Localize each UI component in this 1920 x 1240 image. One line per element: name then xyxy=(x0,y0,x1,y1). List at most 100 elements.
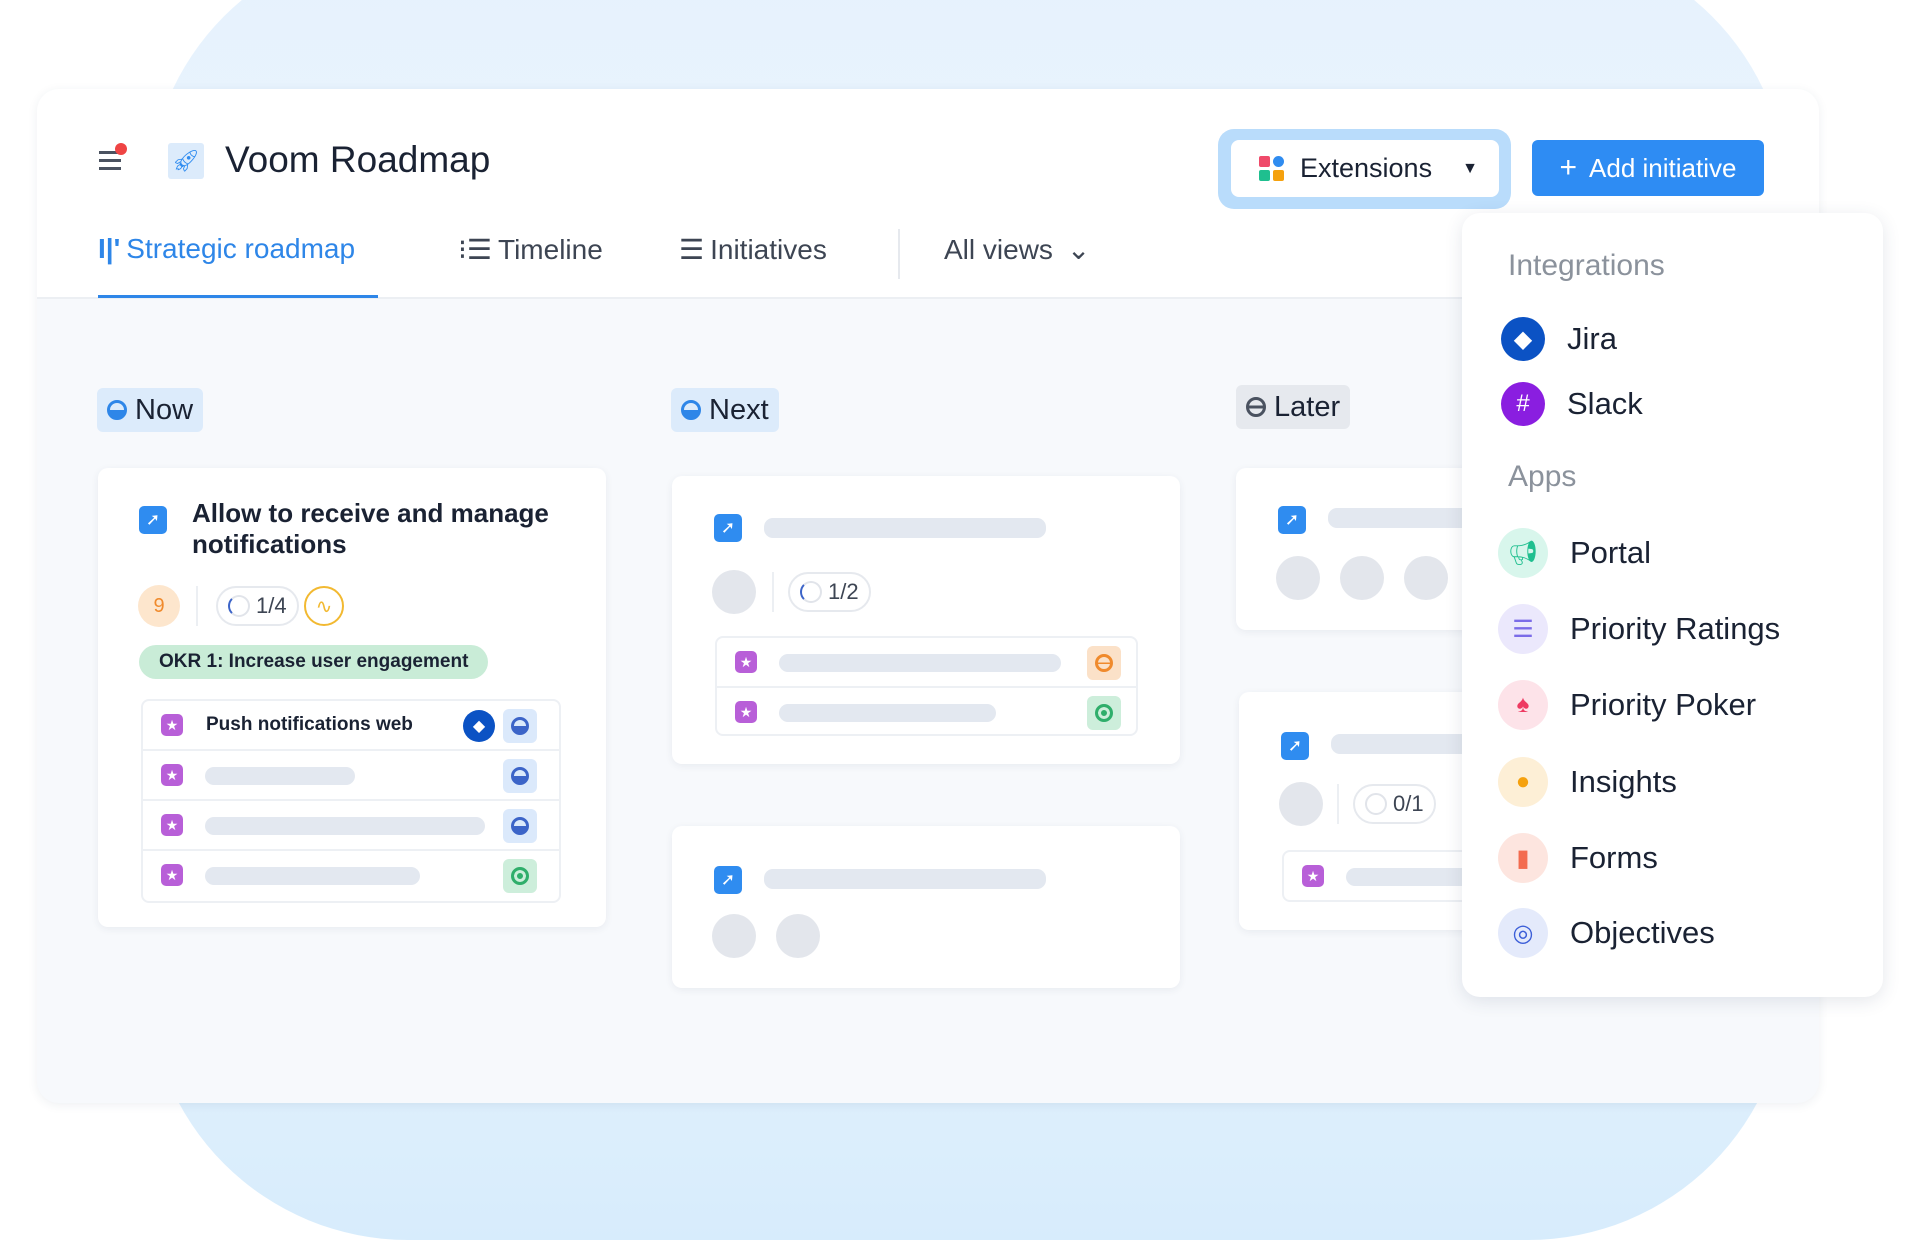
avatar-placeholder xyxy=(1279,782,1323,826)
list-item[interactable]: ★ xyxy=(717,638,1136,688)
status-icon xyxy=(681,400,701,420)
star-icon: ★ xyxy=(735,701,757,723)
rocket-icon: ➚ xyxy=(1278,506,1306,534)
page-title: Voom Roadmap xyxy=(225,139,491,180)
placeholder-bar xyxy=(764,518,1046,538)
caret-down-icon: ▼ xyxy=(1462,159,1478,177)
status-icon xyxy=(503,809,537,843)
health-pulse-icon: ∿ xyxy=(304,586,344,626)
star-icon: ★ xyxy=(161,814,183,836)
progress-ring-icon xyxy=(228,595,250,617)
menu-item-jira[interactable]: ◆ Jira xyxy=(1498,317,1617,361)
list-item[interactable]: ★ xyxy=(143,751,559,801)
menu-item-slack[interactable]: # Slack xyxy=(1498,382,1643,426)
tab-timeline[interactable]: ⁝☰ Timeline xyxy=(458,233,603,266)
timeline-icon: ⁝☰ xyxy=(458,234,493,265)
avatar-placeholder xyxy=(776,914,820,958)
placeholder-bar xyxy=(205,867,420,885)
avatar-placeholder xyxy=(1404,556,1448,600)
column-later-header: Later xyxy=(1236,385,1351,429)
initiative-card[interactable]: ➚ xyxy=(672,826,1180,988)
tab-initiatives[interactable]: ☰ Initiatives xyxy=(679,233,827,266)
extensions-icon xyxy=(1259,156,1284,181)
card-title: Allow to receive and manage notification… xyxy=(192,498,549,559)
list-item[interactable]: ★ Push notifications web ◆ xyxy=(143,701,559,751)
menu-item-priority-poker[interactable]: ♠ Priority Poker xyxy=(1498,680,1756,730)
menu-item-portal[interactable]: 📢︎ Portal xyxy=(1498,528,1651,578)
rocket-icon: ➚ xyxy=(714,866,742,894)
star-icon: ★ xyxy=(161,714,183,736)
status-icon xyxy=(1087,696,1121,730)
avatar-placeholder xyxy=(712,570,756,614)
placeholder-bar xyxy=(764,869,1046,889)
jira-icon: ◆ xyxy=(1501,317,1545,361)
progress-ring-icon xyxy=(1365,793,1387,815)
integrations-heading: Integrations xyxy=(1508,249,1665,282)
placeholder-bar xyxy=(205,817,485,835)
column-next-header: Next xyxy=(671,388,779,432)
score-badge: 9 xyxy=(138,585,180,627)
slack-icon: # xyxy=(1501,382,1545,426)
sub-items-list: ★ Push notifications web ◆ ★ ★ ★ xyxy=(141,699,561,903)
okr-badge[interactable]: OKR 1: Increase user engagement xyxy=(139,645,489,679)
roadmap-bars-icon: I|' xyxy=(98,233,121,264)
status-icon xyxy=(1087,646,1121,680)
star-icon: ★ xyxy=(1302,865,1324,887)
active-tab-underline xyxy=(98,295,378,298)
all-views-dropdown[interactable]: All views ⌄ xyxy=(944,233,1091,266)
status-icon xyxy=(503,859,537,893)
sub-items-list: ★ ★ xyxy=(715,636,1138,736)
placeholder-bar xyxy=(779,704,996,722)
apps-heading: Apps xyxy=(1508,460,1577,493)
add-initiative-button[interactable]: + Add initiative xyxy=(1532,140,1764,196)
progress-pill: 1/4 xyxy=(216,586,299,626)
sliders-icon: ☰ xyxy=(1498,604,1548,654)
menu-item-forms[interactable]: ▮ Forms xyxy=(1498,833,1658,883)
initiative-card[interactable]: ➚ 1/2 ★ ★ xyxy=(672,476,1180,764)
extensions-button[interactable]: Extensions ▼ xyxy=(1231,140,1499,197)
megaphone-icon: 📢︎ xyxy=(1498,528,1548,578)
initiative-card[interactable]: ➚ Allow to receive and manage notificati… xyxy=(98,468,606,927)
rocket-icon: ➚ xyxy=(714,514,742,542)
list-icon: ☰ xyxy=(679,234,705,265)
progress-pill: 1/2 xyxy=(788,572,871,612)
status-icon xyxy=(503,709,537,743)
tab-strategic-roadmap[interactable]: I|' Strategic roadmap xyxy=(98,233,356,264)
placeholder-bar xyxy=(205,767,355,785)
list-item[interactable]: ★ xyxy=(143,801,559,851)
rocket-icon: ➚ xyxy=(1281,732,1309,760)
progress-ring-icon xyxy=(800,581,822,603)
list-item-title: Push notifications web xyxy=(206,714,413,735)
list-item[interactable]: ★ xyxy=(717,688,1136,738)
lightbulb-icon: ● xyxy=(1498,757,1548,807)
status-icon xyxy=(107,400,127,420)
column-now-header: Now xyxy=(97,388,204,432)
tab-divider xyxy=(898,229,900,279)
spade-icon: ♠ xyxy=(1498,680,1548,730)
status-icon xyxy=(503,759,537,793)
jira-icon: ◆ xyxy=(463,710,495,742)
list-item[interactable]: ★ xyxy=(143,851,559,901)
avatar-placeholder xyxy=(1276,556,1320,600)
star-icon: ★ xyxy=(161,764,183,786)
add-initiative-label: Add initiative xyxy=(1589,152,1737,183)
menu-icon[interactable] xyxy=(99,143,127,171)
extensions-dropdown: Integrations ◆ Jira # Slack Apps 📢︎ Portal … xyxy=(1462,213,1883,997)
roadmap-rocket-icon: 🚀︎ xyxy=(168,143,204,179)
document-icon: ▮ xyxy=(1498,833,1548,883)
rocket-icon: ➚ xyxy=(139,506,167,534)
status-icon xyxy=(1246,397,1266,417)
plus-icon: + xyxy=(1559,151,1578,184)
menu-item-objectives[interactable]: ◎ Objectives xyxy=(1498,908,1715,958)
avatar-placeholder xyxy=(1340,556,1384,600)
placeholder-bar xyxy=(779,654,1061,672)
progress-pill: 0/1 xyxy=(1353,784,1436,824)
star-icon: ★ xyxy=(161,864,183,886)
chevron-down-icon: ⌄ xyxy=(1066,234,1091,265)
star-icon: ★ xyxy=(735,651,757,673)
extensions-label: Extensions xyxy=(1300,153,1433,183)
divider xyxy=(196,586,198,626)
menu-item-insights[interactable]: ● Insights xyxy=(1498,757,1677,807)
menu-item-priority-ratings[interactable]: ☰ Priority Ratings xyxy=(1498,604,1780,654)
avatar-placeholder xyxy=(712,914,756,958)
